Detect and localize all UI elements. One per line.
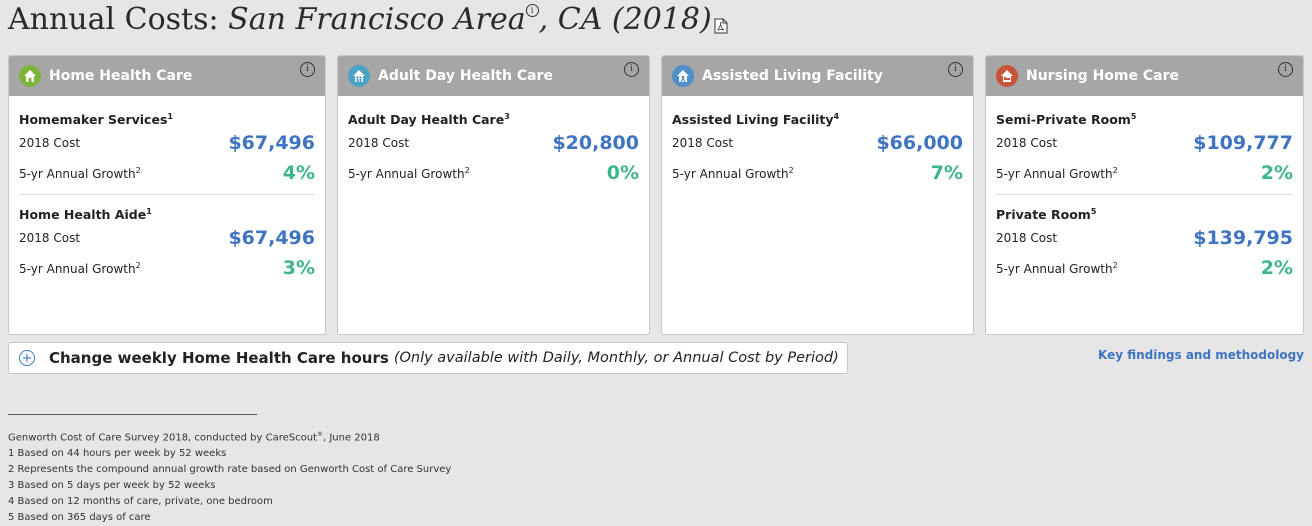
service-name: Home Health Aide [19,207,147,223]
card-title: Home Health Care [49,68,193,84]
footnote-ref: 2 [1112,165,1118,175]
card-title: Assisted Living Facility [702,68,883,84]
growth-value: 4% [282,162,315,184]
footnote-item: 5 Based on 365 days of care [8,512,151,524]
footnote-divider [8,414,257,415]
card-header: Adult Day Health Care i [338,56,649,96]
footnote-ref: 2 [464,165,470,175]
plus-circle-icon[interactable]: + [19,350,35,366]
footnote-ref: 1 [146,207,152,216]
service-name: Homemaker Services [19,112,168,128]
cost-label: 2018 Cost [19,136,81,150]
growth-value: 2% [1260,257,1293,279]
cost-label: 2018 Cost [996,231,1058,245]
card-header: Assisted Living Facility i [662,56,973,96]
growth-value: 0% [606,162,639,184]
growth-value: 2% [1260,162,1293,184]
service-homemaker: Homemaker Services1 2018 Cost $67,496 5-y… [19,106,315,195]
people-house-icon [348,65,370,87]
footnote-item: 2 Represents the compound annual growth … [8,464,452,476]
assisted-house-icon [672,65,694,87]
card-home-health-care: Home Health Care i Homemaker Services1 2… [8,55,326,335]
house-icon [19,65,41,87]
cost-value: $67,496 [228,132,315,154]
card-header: Nursing Home Care i [986,56,1303,96]
card-adult-day-health-care: Adult Day Health Care i Adult Day Health… [337,55,650,335]
location-info-icon[interactable]: i [525,4,539,17]
cost-label: 2018 Cost [348,136,410,150]
cost-value: $67,496 [228,227,315,249]
page-title: Annual Costs: San Francisco Area i, CA (2… [8,2,728,42]
growth-label: 5-yr Annual Growth [996,166,1113,181]
card-title: Nursing Home Care [1026,68,1179,84]
footnote-ref: 2 [1112,260,1118,270]
info-icon[interactable]: i [948,62,963,77]
footnote-ref: 3 [504,112,510,121]
cost-label: 2018 Cost [19,231,81,245]
service-semi-private-room: Semi-Private Room5 2018 Cost $109,777 5-y… [996,106,1293,195]
footnote-item: 3 Based on 5 days per week by 52 weeks [8,480,216,492]
info-icon[interactable]: i [1278,62,1293,77]
source-note: Genworth Cost of Care Survey 2018, condu… [8,431,380,444]
service-name: Adult Day Health Care [348,112,505,128]
growth-label: 5-yr Annual Growth [672,166,789,181]
title-prefix: Annual Costs: [8,2,219,37]
growth-label: 5-yr Annual Growth [19,166,136,181]
growth-label: 5-yr Annual Growth [348,166,465,181]
cost-value: $20,800 [552,132,639,154]
info-icon[interactable]: i [624,62,639,77]
change-hours-note: (Only available with Daily, Monthly, or … [393,350,839,366]
cost-value: $66,000 [876,132,963,154]
growth-value: 7% [930,162,963,184]
change-hours-toggle[interactable]: + Change weekly Home Health Care hours (… [8,342,848,374]
service-assisted-living: Assisted Living Facility4 2018 Cost $66,0… [672,106,963,194]
key-findings-link[interactable]: Key findings and methodology [1098,348,1304,362]
cost-value: $139,795 [1193,227,1293,249]
growth-label: 5-yr Annual Growth [19,261,136,276]
growth-label: 5-yr Annual Growth [996,261,1113,276]
footnote-ref: 2 [135,165,141,175]
footnote-ref: 5 [1090,207,1097,216]
cost-value: $109,777 [1193,132,1293,154]
service-private-room: Private Room5 2018 Cost $139,795 5-yr Ann… [996,195,1293,289]
pdf-icon[interactable] [714,7,728,42]
state-year: , CA (2018) [538,2,712,37]
service-name: Semi-Private Room [996,112,1131,128]
footnotes: Genworth Cost of Care Survey 2018, condu… [8,427,451,526]
service-name: Assisted Living Facility [672,112,834,128]
growth-value: 3% [282,257,315,279]
location-name: San Francisco Area [228,2,526,37]
footnote-ref: 2 [788,165,794,175]
service-name: Private Room [996,207,1091,223]
footnote-item: 1 Based on 44 hours per week by 52 weeks [8,448,227,460]
card-assisted-living: Assisted Living Facility i Assisted Livi… [661,55,974,335]
footnote-ref: 1 [167,112,173,121]
footnote-ref: 5 [1130,112,1137,121]
footnote-ref: 4 [833,112,840,121]
footnote-item: 4 Based on 12 months of care, private, o… [8,496,273,508]
card-title: Adult Day Health Care [378,68,553,84]
cost-label: 2018 Cost [996,136,1058,150]
card-header: Home Health Care i [9,56,325,96]
card-nursing-home-care: Nursing Home Care i Semi-Private Room5 2… [985,55,1304,335]
footnote-ref: 2 [135,260,141,270]
cost-label: 2018 Cost [672,136,734,150]
service-adult-day: Adult Day Health Care3 2018 Cost $20,800 … [348,106,639,194]
bed-house-icon [996,65,1018,87]
service-home-health-aide: Home Health Aide1 2018 Cost $67,496 5-yr … [19,195,315,289]
info-icon[interactable]: i [300,62,315,77]
change-hours-label: Change weekly Home Health Care hours [49,349,389,367]
